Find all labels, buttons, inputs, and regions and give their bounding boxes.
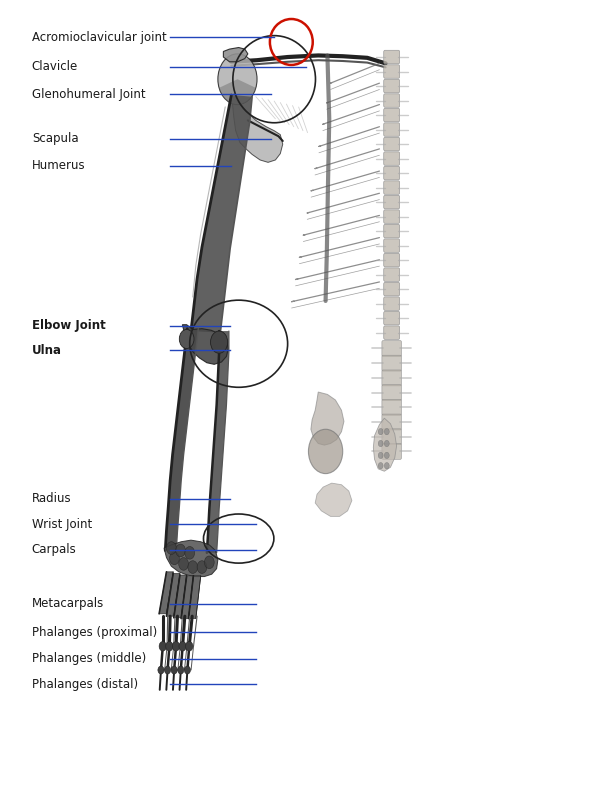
FancyBboxPatch shape <box>382 444 401 459</box>
Polygon shape <box>311 392 344 445</box>
Circle shape <box>384 440 389 447</box>
FancyBboxPatch shape <box>384 283 400 296</box>
FancyBboxPatch shape <box>384 196 400 209</box>
Circle shape <box>166 542 176 554</box>
FancyBboxPatch shape <box>382 414 401 430</box>
Circle shape <box>179 558 188 570</box>
Circle shape <box>166 642 173 651</box>
Circle shape <box>188 561 198 573</box>
Text: Carpals: Carpals <box>32 543 76 556</box>
FancyBboxPatch shape <box>382 399 401 415</box>
FancyBboxPatch shape <box>384 65 400 78</box>
Text: Glenohumeral Joint: Glenohumeral Joint <box>32 88 146 101</box>
Circle shape <box>184 666 190 674</box>
FancyBboxPatch shape <box>384 224 400 238</box>
Text: Clavicle: Clavicle <box>32 60 78 73</box>
Circle shape <box>173 642 180 651</box>
FancyBboxPatch shape <box>384 50 400 63</box>
FancyBboxPatch shape <box>384 181 400 194</box>
FancyBboxPatch shape <box>384 239 400 253</box>
Circle shape <box>197 561 207 573</box>
FancyBboxPatch shape <box>382 356 401 371</box>
Polygon shape <box>233 93 283 162</box>
Circle shape <box>170 552 179 565</box>
FancyBboxPatch shape <box>384 152 400 166</box>
FancyBboxPatch shape <box>382 428 401 444</box>
Circle shape <box>204 556 214 569</box>
Text: Scapula: Scapula <box>32 132 78 145</box>
FancyBboxPatch shape <box>384 123 400 136</box>
Circle shape <box>384 452 389 459</box>
Circle shape <box>176 544 185 557</box>
FancyBboxPatch shape <box>384 109 400 122</box>
Polygon shape <box>159 572 173 614</box>
Circle shape <box>158 666 164 674</box>
FancyBboxPatch shape <box>384 253 400 267</box>
Text: Radius: Radius <box>32 493 72 505</box>
FancyBboxPatch shape <box>384 297 400 310</box>
Circle shape <box>378 463 383 469</box>
Circle shape <box>211 331 228 353</box>
Circle shape <box>378 428 383 435</box>
Circle shape <box>185 642 193 651</box>
Circle shape <box>159 642 166 651</box>
Circle shape <box>308 429 343 474</box>
Circle shape <box>218 54 257 105</box>
Text: Metacarpals: Metacarpals <box>32 597 104 610</box>
FancyBboxPatch shape <box>382 385 401 401</box>
FancyBboxPatch shape <box>384 79 400 93</box>
Text: Ulna: Ulna <box>32 344 62 356</box>
FancyBboxPatch shape <box>382 341 401 356</box>
Polygon shape <box>207 331 229 553</box>
Polygon shape <box>165 329 198 550</box>
FancyBboxPatch shape <box>384 311 400 325</box>
FancyBboxPatch shape <box>384 137 400 150</box>
Circle shape <box>378 440 383 447</box>
Circle shape <box>384 463 389 469</box>
Text: Humerus: Humerus <box>32 159 86 172</box>
Circle shape <box>165 666 171 674</box>
Circle shape <box>384 428 389 435</box>
Polygon shape <box>188 576 201 619</box>
Circle shape <box>177 666 184 674</box>
Polygon shape <box>223 48 248 62</box>
Polygon shape <box>181 576 193 619</box>
FancyBboxPatch shape <box>384 166 400 180</box>
Text: Phalanges (distal): Phalanges (distal) <box>32 678 138 691</box>
Polygon shape <box>164 540 218 577</box>
Polygon shape <box>315 483 352 516</box>
Circle shape <box>378 452 383 459</box>
Circle shape <box>179 642 186 651</box>
Circle shape <box>179 329 194 348</box>
Text: Phalanges (proximal): Phalanges (proximal) <box>32 626 157 638</box>
Text: Acromioclavicular joint: Acromioclavicular joint <box>32 31 166 44</box>
FancyBboxPatch shape <box>384 93 400 107</box>
FancyBboxPatch shape <box>382 370 401 386</box>
Wedge shape <box>219 79 256 105</box>
Text: Elbow Joint: Elbow Joint <box>32 319 106 332</box>
Polygon shape <box>373 418 397 471</box>
FancyBboxPatch shape <box>384 210 400 223</box>
Polygon shape <box>191 95 252 333</box>
FancyBboxPatch shape <box>384 268 400 281</box>
Text: Wrist Joint: Wrist Joint <box>32 518 92 531</box>
Polygon shape <box>166 573 180 616</box>
Polygon shape <box>182 325 228 364</box>
Circle shape <box>171 666 177 674</box>
Polygon shape <box>174 575 187 618</box>
Text: Phalanges (middle): Phalanges (middle) <box>32 653 146 665</box>
Circle shape <box>185 546 195 559</box>
FancyBboxPatch shape <box>384 326 400 339</box>
